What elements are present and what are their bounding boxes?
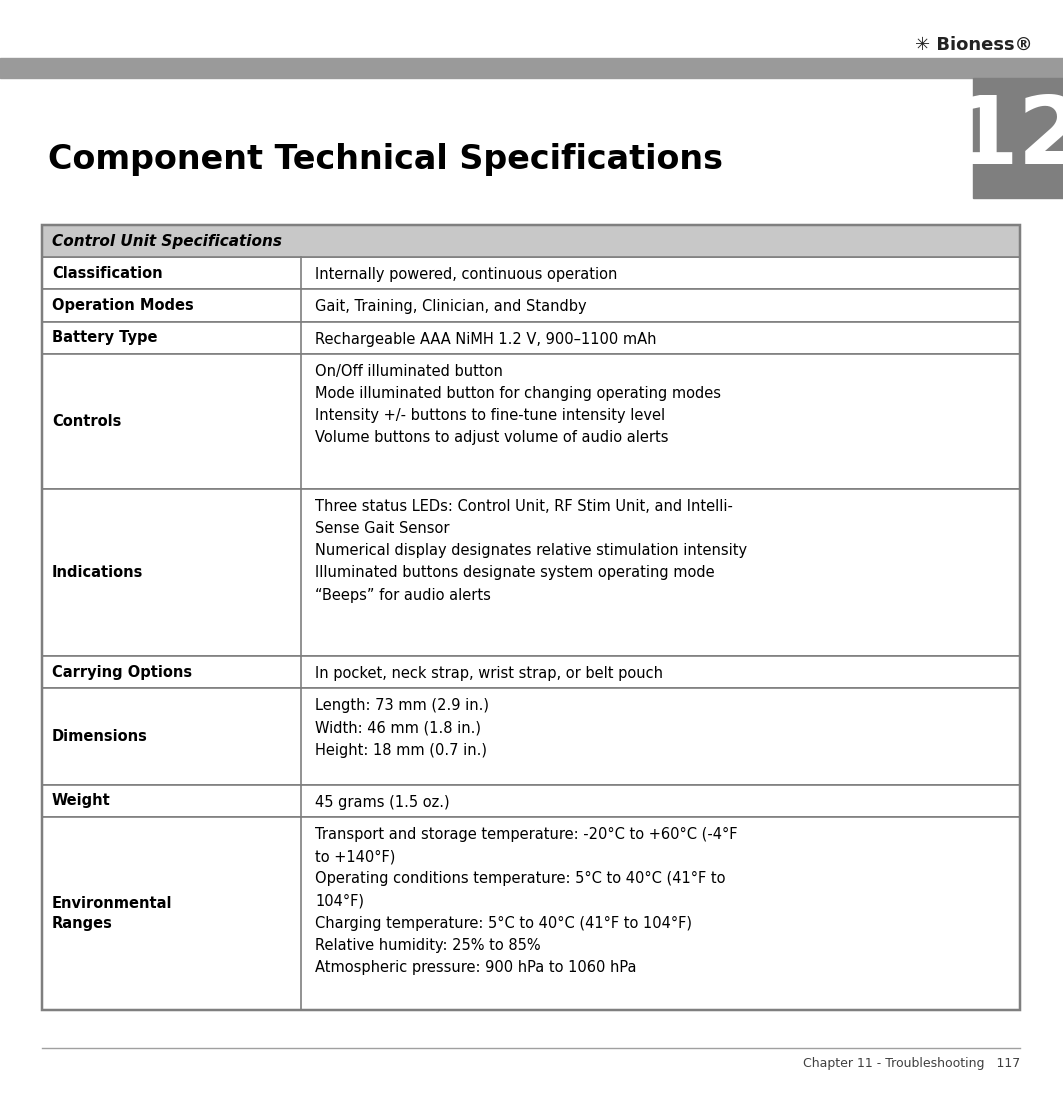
Text: On/Off illuminated button
Mode illuminated button for changing operating modes
I: On/Off illuminated button Mode illuminat… [315,364,721,446]
Text: Environmental
Ranges: Environmental Ranges [52,896,172,931]
Text: Weight: Weight [52,793,111,808]
Text: Battery Type: Battery Type [52,330,157,345]
Text: Control Unit Specifications: Control Unit Specifications [52,234,282,248]
Bar [43,656,1020,688]
Bar [43,225,1020,257]
Text: Length: 73 mm (2.9 in.)
Width: 46 mm (1.8 in.)
Height: 18 mm (0.7 in.): Length: 73 mm (2.9 in.) Width: 46 mm (1.… [315,698,489,758]
Text: ✳ Bioness®: ✳ Bioness® [915,36,1033,54]
Text: Three status LEDs: Control Unit, RF Stim Unit, and Intelli-
Sense Gait Sensor
Nu: Three status LEDs: Control Unit, RF Stim… [315,499,747,602]
Text: Transport and storage temperature: -20°C to +60°C (-4°F
to +140°F)
Operating con: Transport and storage temperature: -20°C… [315,827,738,975]
Text: Internally powered, continuous operation: Internally powered, continuous operation [315,267,618,282]
Bar [43,289,1020,321]
Text: Controls: Controls [52,414,121,429]
Bar [973,78,1063,199]
Text: Gait, Training, Clinician, and Standby: Gait, Training, Clinician, and Standby [315,299,587,314]
Bar [43,785,1020,817]
Bar [43,688,1020,785]
Text: Rechargeable AAA NiMH 1.2 V, 900–1100 mAh: Rechargeable AAA NiMH 1.2 V, 900–1100 mA… [315,332,657,346]
Bar [43,257,1020,289]
Text: Indications: Indications [52,565,144,580]
Bar [43,321,1020,354]
Bar [43,225,1020,1010]
Bar [43,354,1020,489]
Text: Carrying Options: Carrying Options [52,665,192,679]
Bar [43,489,1020,656]
Text: Component Technical Specifications: Component Technical Specifications [48,143,723,176]
Text: In pocket, neck strap, wrist strap, or belt pouch: In pocket, neck strap, wrist strap, or b… [315,666,663,682]
Text: Dimensions: Dimensions [52,729,148,745]
Text: Classification: Classification [52,266,163,281]
Text: Operation Modes: Operation Modes [52,298,193,313]
Bar [0,58,1063,78]
Text: 45 grams (1.5 oz.): 45 grams (1.5 oz.) [315,795,450,810]
Bar [43,817,1020,1010]
Text: Chapter 11 - Troubleshooting   117: Chapter 11 - Troubleshooting 117 [803,1057,1020,1070]
Text: 12: 12 [952,92,1063,184]
